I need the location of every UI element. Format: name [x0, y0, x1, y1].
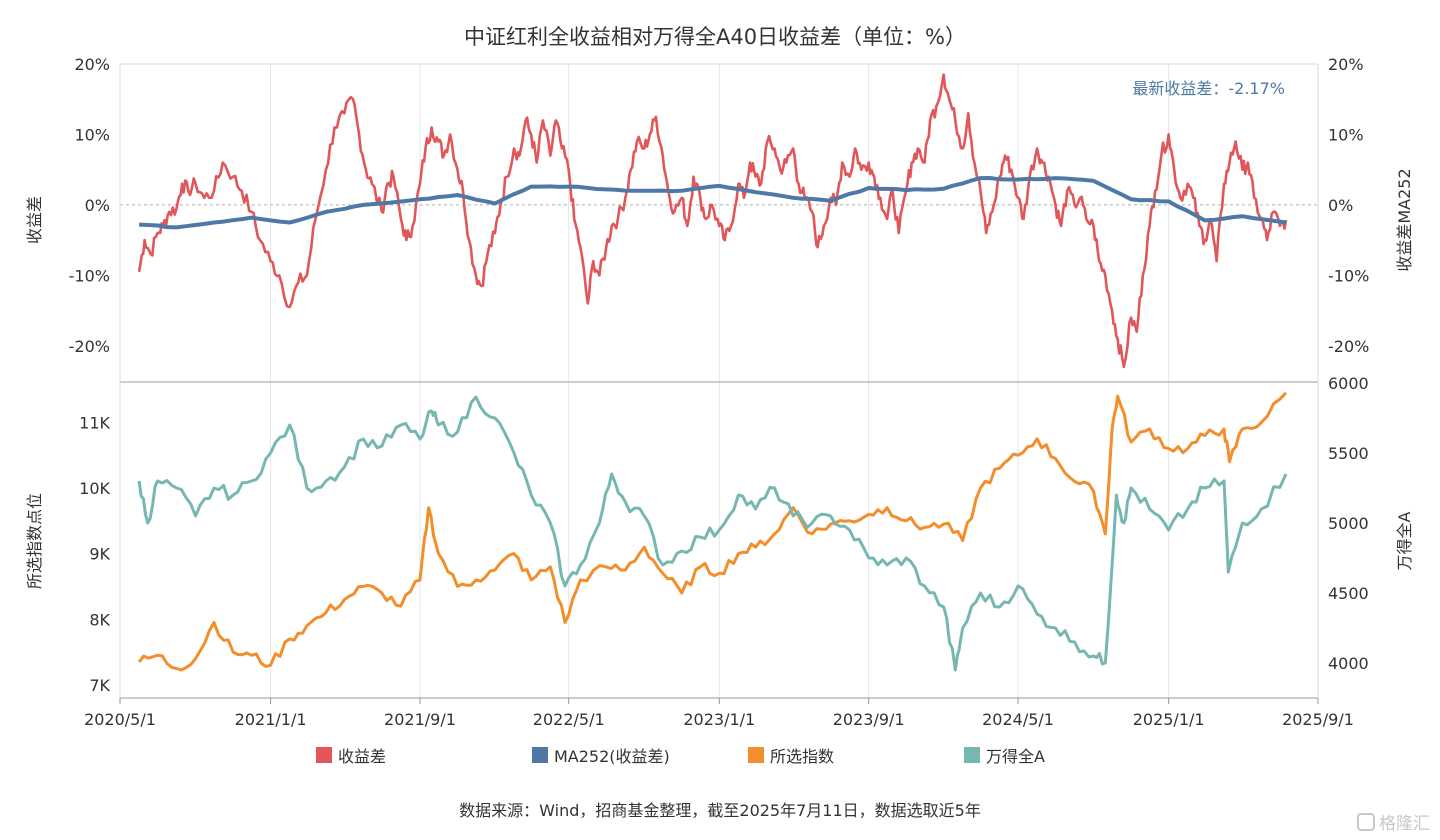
legend-item-wind-all-a[interactable]: 万得全A: [964, 743, 1045, 767]
legend-item-ma252[interactable]: MA252(收益差): [532, 743, 670, 767]
top-left-y-tick-label: 10%: [74, 125, 110, 144]
series-line-wind-all-a: [137, 395, 1288, 672]
watermark-logo-icon: [1357, 812, 1375, 831]
bottom-right-y-tick-label: 6000: [1328, 374, 1369, 393]
chart-title: 中证红利全收益相对万得全A40日收益差（单位：%）: [464, 25, 966, 49]
x-tick-label: 2024/5/1: [982, 710, 1054, 729]
x-tick-label: 2022/5/1: [533, 710, 605, 729]
x-tick-label: 2023/1/1: [683, 710, 755, 729]
x-tick-label: 2025/1/1: [1133, 710, 1205, 729]
bottom-left-axis-title: 所选指数点位: [25, 493, 44, 589]
series-line-ma252: [139, 176, 1287, 230]
legend-label: MA252(收益差): [554, 747, 670, 766]
watermark-text: 格隆汇: [1379, 814, 1430, 834]
bottom-right-y-tick-label: 5000: [1328, 514, 1369, 533]
watermark: 格隆汇: [1357, 809, 1430, 834]
bottom-right-axis-title: 万得全A: [1395, 511, 1414, 570]
top-left-y-tick-label: -20%: [69, 337, 110, 356]
bottom-left-y-tick-label: 7K: [89, 676, 110, 695]
bottom-right-y-tick-label: 5500: [1328, 444, 1369, 463]
top-right-y-tick-label: 20%: [1328, 55, 1364, 74]
top-left-y-tick-label: 20%: [74, 55, 110, 74]
legend-item-selected-index[interactable]: 所选指数: [748, 743, 834, 767]
x-tick-label: 2020/5/1: [84, 710, 156, 729]
top-left-axis-title: 收益差: [25, 196, 44, 244]
bottom-left-y-tick-label: 8K: [89, 610, 110, 629]
top-right-axis-title: 收益差MA252: [1395, 168, 1414, 271]
bottom-right-y-tick-label: 4000: [1328, 654, 1369, 673]
legend-swatch-ma252: [532, 747, 548, 763]
latest-spread-annotation: 最新收益差：-2.17%: [1132, 79, 1285, 98]
series-layer: [137, 73, 1288, 672]
legend-item-spread[interactable]: 收益差: [316, 743, 386, 767]
legend-label: 万得全A: [986, 747, 1045, 766]
bottom-left-y-tick-label: 11K: [79, 413, 110, 432]
series-line-spread: [137, 73, 1288, 369]
legend-label: 收益差: [338, 747, 387, 766]
series-line-selected-index: [137, 391, 1288, 672]
grid-layer: [119, 64, 1319, 698]
x-tick-label: 2021/9/1: [384, 710, 456, 729]
bottom-right-y-tick-label: 4500: [1328, 584, 1369, 603]
bottom-left-y-tick-label: 9K: [89, 545, 110, 564]
top-right-y-tick-label: 0%: [1328, 196, 1353, 215]
top-right-y-tick-label: 10%: [1328, 125, 1364, 144]
legend-swatch-wind-all-a: [964, 747, 980, 763]
legend-swatch-spread: [316, 747, 332, 763]
x-tick-label: 2023/9/1: [833, 710, 905, 729]
axes-layer: 2020/5/1 2021/1/1 2021/9/1 2022/5/1 2023/1/1…: [69, 55, 1370, 729]
legend-label: 所选指数: [770, 747, 835, 766]
x-tick-label: 2021/1/1: [235, 710, 307, 729]
top-left-y-tick-label: -10%: [69, 266, 110, 285]
bottom-left-y-tick-label: 10K: [79, 479, 110, 498]
data-source-note: 数据来源：Wind，招商基金整理，截至2025年7月11日，数据选取近5年: [459, 801, 981, 820]
top-right-y-tick-label: -20%: [1328, 337, 1369, 356]
top-right-y-tick-label: -10%: [1328, 266, 1369, 285]
top-left-y-tick-label: 0%: [85, 196, 110, 215]
legend-swatch-selected-index: [748, 747, 764, 763]
legend: 收益差 MA252(收益差) 所选指数 万得全A: [0, 743, 1440, 771]
x-tick-label: 2025/9/1: [1282, 710, 1354, 729]
